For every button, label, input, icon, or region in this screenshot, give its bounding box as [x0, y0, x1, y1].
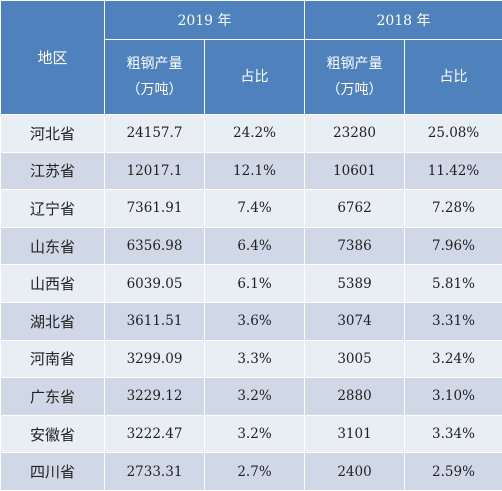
output-2019-cell: 3611.51	[105, 302, 205, 340]
output-unit-label: （万吨）	[105, 77, 204, 103]
region-cell: 河南省	[1, 340, 105, 378]
output-unit-label: （万吨）	[305, 77, 404, 103]
year-2018-header: 2018 年	[305, 1, 502, 40]
share-2019-header: 占比	[205, 40, 305, 115]
share-2019-cell: 24.2%	[205, 115, 305, 153]
output-2019-cell: 24157.7	[105, 115, 205, 153]
share-2018-cell: 3.31%	[405, 302, 502, 340]
output-2019-header: 粗钢产量 （万吨）	[105, 40, 205, 115]
output-2018-cell: 7386	[305, 227, 405, 265]
output-2018-header: 粗钢产量 （万吨）	[305, 40, 405, 115]
share-2019-cell: 3.2%	[205, 378, 305, 416]
share-2019-cell: 3.3%	[205, 340, 305, 378]
region-cell: 湖北省	[1, 302, 105, 340]
output-2019-cell: 6356.98	[105, 227, 205, 265]
share-2019-cell: 2.7%	[205, 453, 305, 491]
output-2019-cell: 3222.47	[105, 415, 205, 453]
share-2019-cell: 7.4%	[205, 190, 305, 228]
output-2018-cell: 2400	[305, 453, 405, 491]
output-label: 粗钢产量	[105, 51, 204, 77]
share-2018-cell: 7.96%	[405, 227, 502, 265]
share-2018-cell: 25.08%	[405, 115, 502, 153]
share-2018-cell: 2.59%	[405, 453, 502, 491]
share-2018-cell: 5.81%	[405, 265, 502, 303]
share-2019-cell: 6.4%	[205, 227, 305, 265]
share-2019-cell: 6.1%	[205, 265, 305, 303]
output-2019-cell: 7361.91	[105, 190, 205, 228]
output-2019-cell: 2733.31	[105, 453, 205, 491]
share-2018-cell: 3.34%	[405, 415, 502, 453]
region-cell: 山东省	[1, 227, 105, 265]
region-cell: 安徽省	[1, 415, 105, 453]
share-2018-cell: 3.24%	[405, 340, 502, 378]
output-2018-cell: 3005	[305, 340, 405, 378]
share-2019-cell: 12.1%	[205, 152, 305, 190]
output-label: 粗钢产量	[305, 51, 404, 77]
region-cell: 广东省	[1, 378, 105, 416]
output-2018-cell: 3101	[305, 415, 405, 453]
output-2018-cell: 10601	[305, 152, 405, 190]
region-cell: 辽宁省	[1, 190, 105, 228]
region-cell: 山西省	[1, 265, 105, 303]
share-2018-cell: 11.42%	[405, 152, 502, 190]
output-2019-cell: 3229.12	[105, 378, 205, 416]
output-2018-cell: 5389	[305, 265, 405, 303]
output-2018-cell: 6762	[305, 190, 405, 228]
share-2018-header: 占比	[405, 40, 502, 115]
year-2019-header: 2019 年	[105, 1, 305, 40]
region-cell: 河北省	[1, 115, 105, 153]
output-2018-cell: 3074	[305, 302, 405, 340]
region-header: 地区	[1, 1, 105, 115]
region-cell: 四川省	[1, 453, 105, 491]
output-2018-cell: 23280	[305, 115, 405, 153]
share-2019-cell: 3.2%	[205, 415, 305, 453]
output-2019-cell: 12017.1	[105, 152, 205, 190]
share-2018-cell: 7.28%	[405, 190, 502, 228]
output-2018-cell: 2880	[305, 378, 405, 416]
share-2019-cell: 3.6%	[205, 302, 305, 340]
region-cell: 江苏省	[1, 152, 105, 190]
output-2019-cell: 6039.05	[105, 265, 205, 303]
share-2018-cell: 3.10%	[405, 378, 502, 416]
output-2019-cell: 3299.09	[105, 340, 205, 378]
